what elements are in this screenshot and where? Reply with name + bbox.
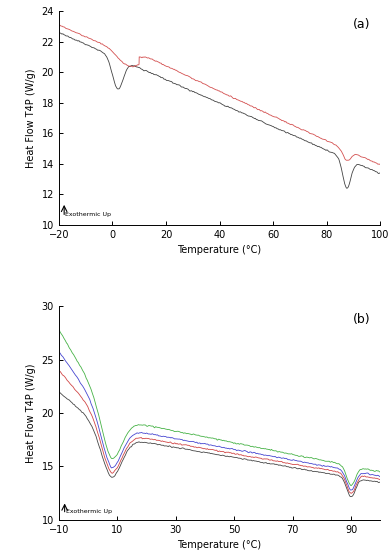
X-axis label: Temperature (°C): Temperature (°C) bbox=[178, 541, 261, 550]
Text: (b): (b) bbox=[353, 312, 370, 325]
Y-axis label: Heat Flow T4P (W/g): Heat Flow T4P (W/g) bbox=[26, 68, 36, 168]
Text: Exothermic Up: Exothermic Up bbox=[65, 211, 111, 216]
Y-axis label: Heat Flow T4P (W/g): Heat Flow T4P (W/g) bbox=[26, 363, 36, 463]
Text: (a): (a) bbox=[353, 17, 370, 31]
Text: Exothermic Up: Exothermic Up bbox=[65, 509, 111, 514]
X-axis label: Temperature (°C): Temperature (°C) bbox=[178, 245, 261, 255]
